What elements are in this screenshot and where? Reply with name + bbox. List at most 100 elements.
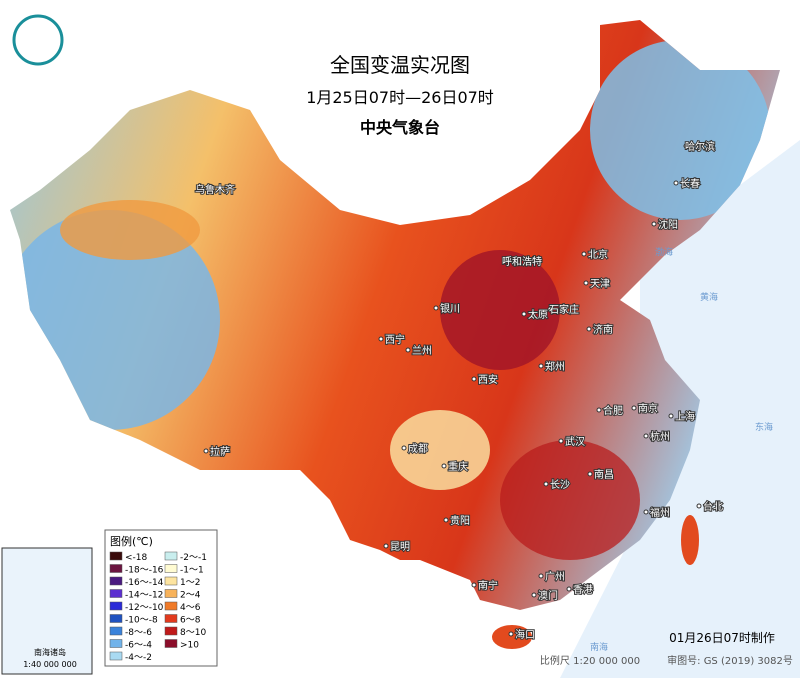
approval: 审图号: GS (2019) 3082号 xyxy=(667,654,793,667)
city-dot xyxy=(505,258,511,264)
legend-label: -2～-1 xyxy=(180,553,207,563)
city-label: 乌鲁木齐 xyxy=(195,183,235,196)
city-label: 长沙 xyxy=(550,479,570,491)
city-dot xyxy=(378,336,384,342)
legend-swatch xyxy=(109,639,123,648)
legend-swatch xyxy=(164,614,178,623)
legend-swatch xyxy=(109,601,123,611)
city-label: 南京 xyxy=(638,402,658,415)
city-label: 银川 xyxy=(440,302,460,315)
legend-swatch xyxy=(109,614,123,623)
legend-title: 图例(℃) xyxy=(110,534,153,548)
city-dot xyxy=(596,407,602,413)
legend-label: -12～-10 xyxy=(125,603,164,613)
city-dot xyxy=(651,221,657,227)
city-dot xyxy=(443,517,449,523)
city-label: 石家庄 xyxy=(549,303,579,316)
city-dot xyxy=(683,143,689,149)
city-label: 南宁 xyxy=(478,579,498,592)
legend-label: 4～6 xyxy=(180,603,201,613)
city-dot xyxy=(405,347,411,353)
inset: 南海诸岛 1:40 000 000 xyxy=(1,547,93,675)
city-dot xyxy=(531,592,537,598)
city-label: 太原 xyxy=(528,308,548,321)
city-label: 哈尔滨 xyxy=(685,140,715,153)
city-label: 天津 xyxy=(590,278,610,290)
legend-label: -10～-8 xyxy=(125,616,158,626)
legend-label: 6～8 xyxy=(180,616,201,626)
city-label: 济南 xyxy=(593,323,613,336)
sea-label: 黄海 xyxy=(700,291,718,303)
city-dot xyxy=(673,180,679,186)
made-time: 01月26日07时制作 xyxy=(669,631,775,645)
city-dot xyxy=(538,573,544,579)
legend-label: -14～-12 xyxy=(125,591,163,601)
city-dot xyxy=(401,445,407,451)
city-label: 上海 xyxy=(675,410,695,423)
sea-label: 南海 xyxy=(590,641,608,653)
city-label: 呼和浩特 xyxy=(502,256,542,268)
legend-label: >10 xyxy=(180,641,199,651)
legend-swatch xyxy=(109,651,123,661)
scale: 比例尺 1:20 000 000 xyxy=(540,654,640,667)
city-dot xyxy=(538,363,544,369)
city-dot xyxy=(543,481,549,487)
city-dot xyxy=(586,326,592,332)
city-label: 澳门 xyxy=(538,589,558,602)
city-dot xyxy=(521,311,527,317)
hainan xyxy=(492,625,532,649)
legend-label: -1～1 xyxy=(180,566,204,576)
legend: 图例(℃) <-18 -18～-16 -16～-14 -14～-12 -12～-10 -1… xyxy=(104,529,218,667)
city-dot xyxy=(587,471,593,477)
legend-swatch xyxy=(164,576,178,586)
city-dot xyxy=(566,586,572,592)
legend-swatch xyxy=(164,601,178,611)
city-dot xyxy=(696,503,702,509)
legend-label: -16～-14 xyxy=(125,578,164,588)
city-dot xyxy=(441,463,447,469)
legend-swatch xyxy=(164,564,178,573)
city-label: 合肥 xyxy=(603,404,623,417)
legend-swatch xyxy=(109,576,123,586)
city-dot xyxy=(203,448,209,454)
city-dot xyxy=(643,433,649,439)
city-label: 沈阳 xyxy=(658,218,678,231)
city-label: 重庆 xyxy=(448,460,468,473)
legend-swatch xyxy=(109,551,123,561)
legend-label: 1～2 xyxy=(180,578,200,588)
city-label: 北京 xyxy=(588,248,608,261)
logo xyxy=(12,14,64,66)
city-label: 西宁 xyxy=(385,333,405,346)
city-dot xyxy=(583,280,589,286)
city-dot xyxy=(433,305,439,311)
city-label: 南昌 xyxy=(594,468,614,481)
legend-label: 8～10 xyxy=(180,628,206,638)
inset-scale: 1:40 000 000 xyxy=(23,660,77,669)
legend-swatch xyxy=(164,589,178,598)
taiwan xyxy=(681,515,699,565)
legend-swatch xyxy=(164,639,178,648)
legend-label: -18～-16 xyxy=(125,566,164,576)
legend-swatch xyxy=(109,589,123,598)
city-dot xyxy=(471,376,477,382)
sea-label: 渤海 xyxy=(655,246,673,258)
inset-box xyxy=(1,547,93,675)
city-dot xyxy=(383,543,389,549)
city-label: 海口 xyxy=(515,628,535,641)
city-label: 武汉 xyxy=(565,435,585,448)
legend-label: 2～4 xyxy=(180,591,201,601)
legend-label: -8～-6 xyxy=(125,628,152,638)
legend-label: <-18 xyxy=(125,553,148,563)
legend-swatch xyxy=(109,626,123,636)
legend-label: -4～-2 xyxy=(125,653,152,663)
city-label: 香港 xyxy=(573,584,593,596)
city-dot xyxy=(643,509,649,515)
legend-box xyxy=(104,529,218,667)
subtitle: 1月25日07时—26日07时 xyxy=(306,88,494,107)
city-label: 成都 xyxy=(408,443,428,455)
city-label: 台北 xyxy=(703,500,723,513)
city-label: 拉萨 xyxy=(210,445,230,458)
inset-title: 南海诸岛 xyxy=(34,647,66,657)
city-label: 兰州 xyxy=(412,344,432,357)
